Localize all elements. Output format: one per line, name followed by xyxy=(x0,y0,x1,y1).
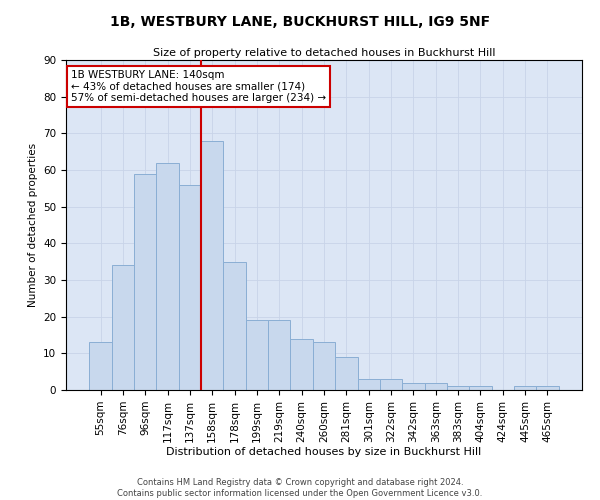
Text: 1B WESTBURY LANE: 140sqm
← 43% of detached houses are smaller (174)
57% of semi-: 1B WESTBURY LANE: 140sqm ← 43% of detach… xyxy=(71,70,326,103)
Text: Contains HM Land Registry data © Crown copyright and database right 2024.
Contai: Contains HM Land Registry data © Crown c… xyxy=(118,478,482,498)
Bar xyxy=(223,262,246,390)
Bar xyxy=(179,184,201,390)
Bar xyxy=(112,266,134,390)
Bar xyxy=(246,320,268,390)
Bar xyxy=(290,338,313,390)
Bar xyxy=(514,386,536,390)
Y-axis label: Number of detached properties: Number of detached properties xyxy=(28,143,38,307)
Bar xyxy=(402,382,425,390)
Bar xyxy=(89,342,112,390)
Bar xyxy=(157,162,179,390)
Bar xyxy=(447,386,469,390)
Title: Size of property relative to detached houses in Buckhurst Hill: Size of property relative to detached ho… xyxy=(153,48,495,58)
Bar xyxy=(335,357,358,390)
Bar xyxy=(201,140,223,390)
Bar xyxy=(536,386,559,390)
X-axis label: Distribution of detached houses by size in Buckhurst Hill: Distribution of detached houses by size … xyxy=(166,448,482,458)
Bar xyxy=(469,386,491,390)
Bar xyxy=(134,174,157,390)
Bar xyxy=(358,379,380,390)
Text: 1B, WESTBURY LANE, BUCKHURST HILL, IG9 5NF: 1B, WESTBURY LANE, BUCKHURST HILL, IG9 5… xyxy=(110,15,490,29)
Bar xyxy=(313,342,335,390)
Bar xyxy=(380,379,402,390)
Bar xyxy=(268,320,290,390)
Bar xyxy=(425,382,447,390)
